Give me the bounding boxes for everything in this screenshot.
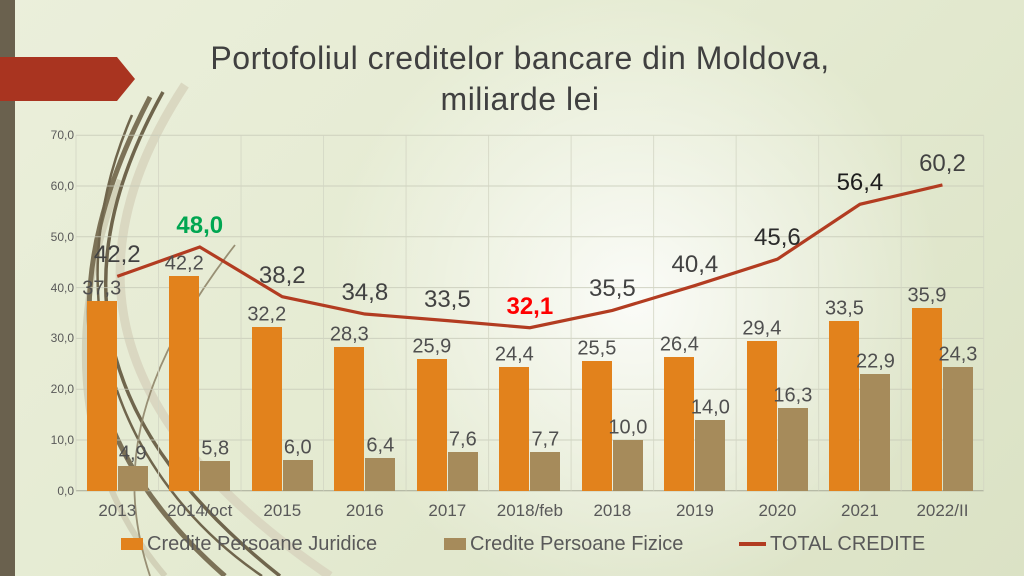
y-axis-tick-label: 10,0: [50, 433, 74, 447]
bar-label-fizice: 16,3: [773, 384, 813, 407]
bar-credite-fizice: [860, 374, 891, 491]
bar-label-juridice: 32,2: [247, 303, 287, 326]
bar-label-fizice: 22,9: [855, 350, 895, 373]
x-axis-category-label: 2015: [263, 501, 302, 520]
legend-label-juridice: Credite Persoane Juridice: [147, 532, 378, 555]
bar-label-juridice: 42,2: [164, 252, 204, 275]
swoosh-light: [115, 82, 333, 576]
bar-credite-fizice: [200, 461, 231, 491]
bar-label-fizice: 6,4: [366, 434, 395, 457]
bar-credite-juridice: [581, 361, 612, 491]
x-axis-category-label: 2016: [345, 501, 384, 520]
y-axis-tick-label: 50,0: [50, 229, 74, 244]
bar-label-juridice: 29,4: [742, 317, 782, 340]
bar-label-juridice: 35,9: [907, 284, 947, 307]
bar-credite-fizice: [777, 407, 808, 491]
legend-item-total: TOTAL CREDITE: [739, 531, 925, 557]
bar-credite-juridice: [416, 359, 447, 491]
bar-credite-fizice: [282, 460, 313, 491]
x-axis-category-label: 2018: [593, 501, 632, 520]
bar-credite-juridice: [664, 356, 695, 491]
bar-credite-juridice: [86, 301, 117, 491]
total-line-label: 34,8: [341, 279, 389, 307]
y-axis-tick-label: 60,0: [50, 179, 74, 193]
total-line-label: 32,1: [506, 292, 554, 320]
bar-label-juridice: 28,3: [329, 323, 369, 346]
x-axis-category-label: 2014/oct: [167, 501, 233, 520]
total-line-label: 33,5: [423, 285, 471, 313]
legend-swatch-juridice: [121, 538, 143, 550]
bar-label-fizice: 5,8: [201, 437, 230, 460]
bar-label-fizice: 10,0: [608, 416, 648, 439]
bar-credite-fizice: [447, 452, 478, 491]
total-line-label: 60,2: [919, 149, 966, 177]
legend-swatch-fizice: [444, 538, 466, 550]
total-line-label: 48,0: [176, 211, 224, 239]
chart-legend: Credite Persoane Juridice Credite Persoa…: [0, 531, 1024, 559]
total-line-label: 56,4: [836, 169, 884, 197]
total-line-label: 38,2: [258, 261, 306, 289]
arrow-shape: [0, 57, 135, 101]
x-axis-category-label: 2019: [675, 501, 714, 520]
legend-item-fizice: Credite Persoane Fizice: [444, 531, 683, 557]
bar-label-fizice: 14,0: [690, 396, 730, 419]
bar-credite-fizice: [365, 458, 396, 491]
title-line-1: Portofoliul creditelor bancare din Moldo…: [210, 40, 830, 76]
y-axis-tick-label: 30,0: [50, 331, 74, 346]
slide-title: Portofoliul creditelor bancare din Moldo…: [48, 38, 992, 120]
legend-item-juridice: Credite Persoane Juridice: [121, 531, 377, 557]
bar-credite-fizice: [942, 367, 973, 491]
bar-credite-fizice: [612, 440, 643, 491]
bar-credite-fizice: [117, 465, 148, 491]
bar-credite-juridice: [829, 320, 860, 491]
x-axis-category-label: 2017: [428, 501, 467, 520]
y-axis-tick-label: 0,0: [57, 483, 74, 498]
bar-credite-juridice: [499, 366, 530, 491]
x-axis-category-label: 2013: [98, 501, 137, 520]
y-axis-tick-label: 70,0: [50, 128, 74, 143]
bar-credite-fizice: [530, 451, 561, 491]
total-line-label: 42,2: [93, 241, 141, 269]
bar-credite-juridice: [334, 347, 365, 491]
bar-credite-juridice: [911, 308, 942, 491]
bar-label-fizice: 7,7: [531, 428, 560, 451]
bar-credite-juridice: [251, 327, 282, 491]
legend-label-total: TOTAL CREDITE: [770, 532, 926, 555]
bar-credite-fizice: [695, 419, 726, 491]
x-axis-category-label: 2020: [758, 501, 797, 520]
total-line-label: 40,4: [671, 250, 719, 278]
legend-label-fizice: Credite Persoane Fizice: [470, 532, 684, 555]
bar-credite-juridice: [746, 341, 777, 491]
side-strip: [0, 0, 15, 576]
y-axis-tick-label: 20,0: [50, 382, 74, 397]
bar-label-fizice: 7,6: [448, 428, 477, 451]
x-axis-category-label: 2022/II: [916, 501, 969, 520]
bar-label-juridice: 37,3: [82, 277, 122, 300]
red-arrow-banner: [0, 57, 135, 101]
bar-label-fizice: 24,3: [938, 343, 978, 366]
bar-label-fizice: 4,9: [118, 442, 147, 465]
total-line-label: 35,5: [589, 275, 636, 303]
title-line-2: miliarde lei: [440, 81, 600, 117]
bar-label-juridice: 26,4: [659, 333, 699, 356]
bar-label-juridice: 33,5: [824, 297, 864, 320]
bar-label-fizice: 6,0: [283, 436, 312, 459]
bar-label-juridice: 24,4: [494, 343, 534, 366]
total-credite-line: [116, 183, 943, 330]
legend-swatch-total-line: [739, 542, 766, 546]
y-axis-tick-label: 40,0: [50, 280, 74, 295]
x-axis-category-label: 2021: [841, 501, 879, 520]
total-line-label: 45,6: [754, 224, 801, 252]
bar-label-juridice: 25,5: [577, 337, 617, 360]
bar-credite-juridice: [169, 276, 200, 491]
x-axis-category-label: 2018/feb: [496, 501, 563, 520]
bar-label-juridice: 25,9: [412, 335, 452, 358]
